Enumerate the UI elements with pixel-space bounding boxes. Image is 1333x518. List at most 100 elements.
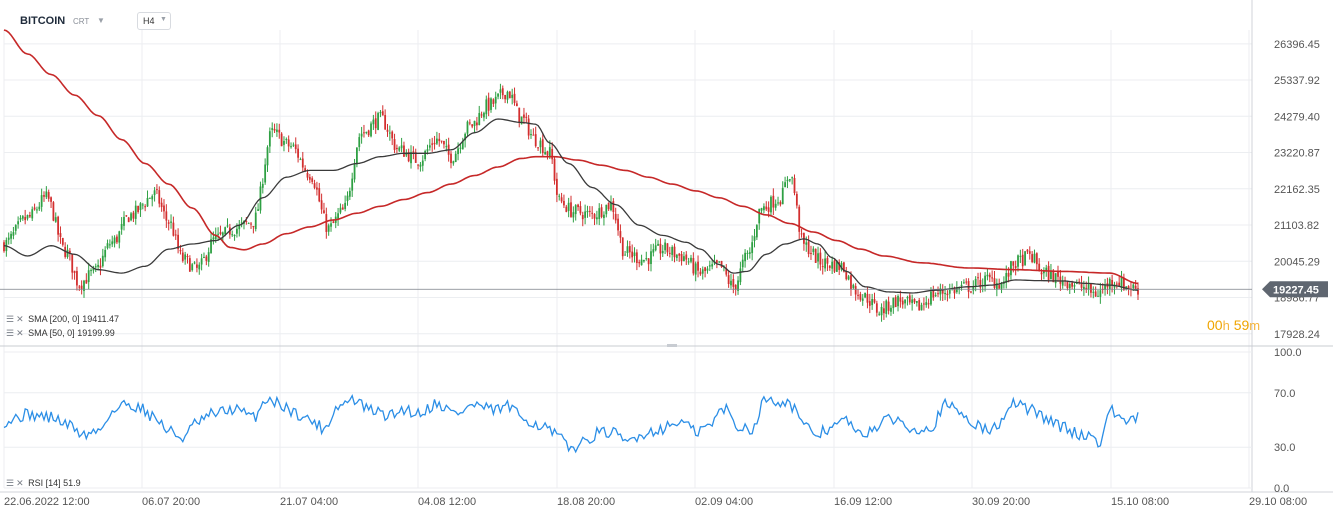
candle-body	[979, 279, 982, 288]
candle-body	[970, 291, 972, 293]
candle-body	[207, 252, 210, 262]
candle-body	[887, 301, 890, 311]
candle-body	[1007, 272, 1010, 277]
candle-body	[132, 212, 135, 219]
candle-body	[1132, 284, 1135, 289]
countdown-hours: 00	[1207, 317, 1223, 333]
rsi-legend[interactable]: ☰ ✕ RSI [14] 51.9	[6, 478, 81, 489]
candle-body	[819, 252, 822, 265]
candle-body	[87, 270, 90, 283]
candle-body	[574, 205, 577, 215]
candle-body	[555, 178, 558, 195]
candle-body	[478, 113, 481, 125]
candle-body	[231, 234, 234, 236]
candle-body	[1010, 261, 1012, 276]
candle-body	[579, 206, 582, 214]
candle-body	[134, 205, 137, 219]
sma50-legend[interactable]: ☰ ✕ SMA [50, 0] 19199.99	[6, 328, 115, 339]
candle-body	[650, 251, 652, 265]
candle-body	[257, 209, 259, 211]
candle-body	[353, 163, 356, 180]
candle-body	[54, 217, 57, 222]
candle-body	[344, 202, 347, 209]
candle-body	[894, 297, 897, 308]
candle-body	[417, 164, 419, 166]
candle-body	[1021, 254, 1024, 267]
candle-body	[224, 227, 227, 235]
candle-body	[560, 197, 563, 202]
settings-icon[interactable]: ☰	[6, 478, 14, 488]
candle-body	[791, 177, 794, 179]
candle-body	[598, 208, 601, 220]
candle-body	[847, 276, 850, 280]
candle-body	[17, 221, 20, 225]
candle-body	[626, 246, 629, 254]
sma200-legend[interactable]: ☰ ✕ SMA [200, 0] 19411.47	[6, 314, 119, 325]
candle-body	[71, 253, 74, 273]
candle-body	[687, 261, 690, 263]
candle-body	[1014, 266, 1017, 268]
candle-body	[454, 153, 457, 163]
candle-body	[198, 264, 201, 270]
candle-body	[3, 242, 5, 252]
candle-body	[19, 217, 22, 220]
candle-body	[130, 213, 132, 221]
sma50-label: SMA [50, 0]	[28, 328, 75, 338]
candle-body	[544, 151, 547, 155]
close-icon[interactable]: ✕	[16, 328, 23, 338]
timeframe-label: H4	[143, 16, 155, 26]
candle-body	[438, 138, 441, 142]
candle-body	[1099, 290, 1102, 297]
candle-body	[508, 91, 511, 99]
candle-body	[720, 260, 723, 267]
candle-body	[219, 232, 222, 234]
candle-body	[191, 264, 194, 271]
candle-body	[805, 242, 808, 245]
settings-icon[interactable]: ☰	[6, 328, 14, 338]
candle-body	[697, 261, 699, 271]
candle-body	[268, 131, 271, 147]
candle-body	[99, 265, 102, 268]
candle-countdown: 00h 59m	[1207, 317, 1260, 333]
x-tick-label: 22.06.2022 12:00	[4, 496, 90, 508]
candle-body	[913, 298, 916, 303]
candle-body	[1094, 291, 1097, 297]
candle-body	[513, 93, 516, 103]
candle-body	[774, 203, 777, 208]
rsi-value: 51.9	[63, 478, 81, 488]
symbol-dropdown-icon[interactable]: ▼	[97, 16, 105, 25]
candle-body	[854, 286, 857, 295]
settings-icon[interactable]: ☰	[6, 314, 14, 324]
candle-body	[473, 120, 476, 126]
candle-body	[205, 256, 208, 261]
candle-body	[494, 96, 497, 104]
x-tick-label: 21.07 04:00	[280, 496, 338, 508]
candle-body	[174, 234, 177, 236]
pane-resize-handle[interactable]	[667, 344, 677, 347]
candle-body	[828, 265, 831, 268]
candle-body	[584, 211, 587, 218]
candle-body	[1080, 282, 1083, 288]
candle-body	[633, 252, 636, 256]
candle-body	[252, 225, 255, 228]
timeframe-select[interactable]: H4 ▼	[137, 12, 171, 30]
candle-body	[930, 291, 932, 305]
candle-body	[628, 246, 631, 253]
candle-body	[567, 202, 570, 211]
candle-body	[1134, 285, 1137, 290]
candle-body	[948, 288, 951, 294]
candle-body	[50, 197, 52, 202]
candle-body	[501, 88, 504, 96]
candle-body	[621, 237, 624, 257]
candle-body	[852, 284, 855, 289]
candle-body	[993, 278, 996, 288]
candle-body	[172, 222, 175, 236]
candle-body	[960, 284, 963, 287]
candle-body	[374, 118, 377, 129]
close-icon[interactable]: ✕	[16, 478, 23, 488]
candle-body	[292, 144, 295, 146]
close-icon[interactable]: ✕	[16, 314, 23, 324]
candle-body	[1137, 288, 1139, 295]
candle-body	[1028, 251, 1031, 254]
